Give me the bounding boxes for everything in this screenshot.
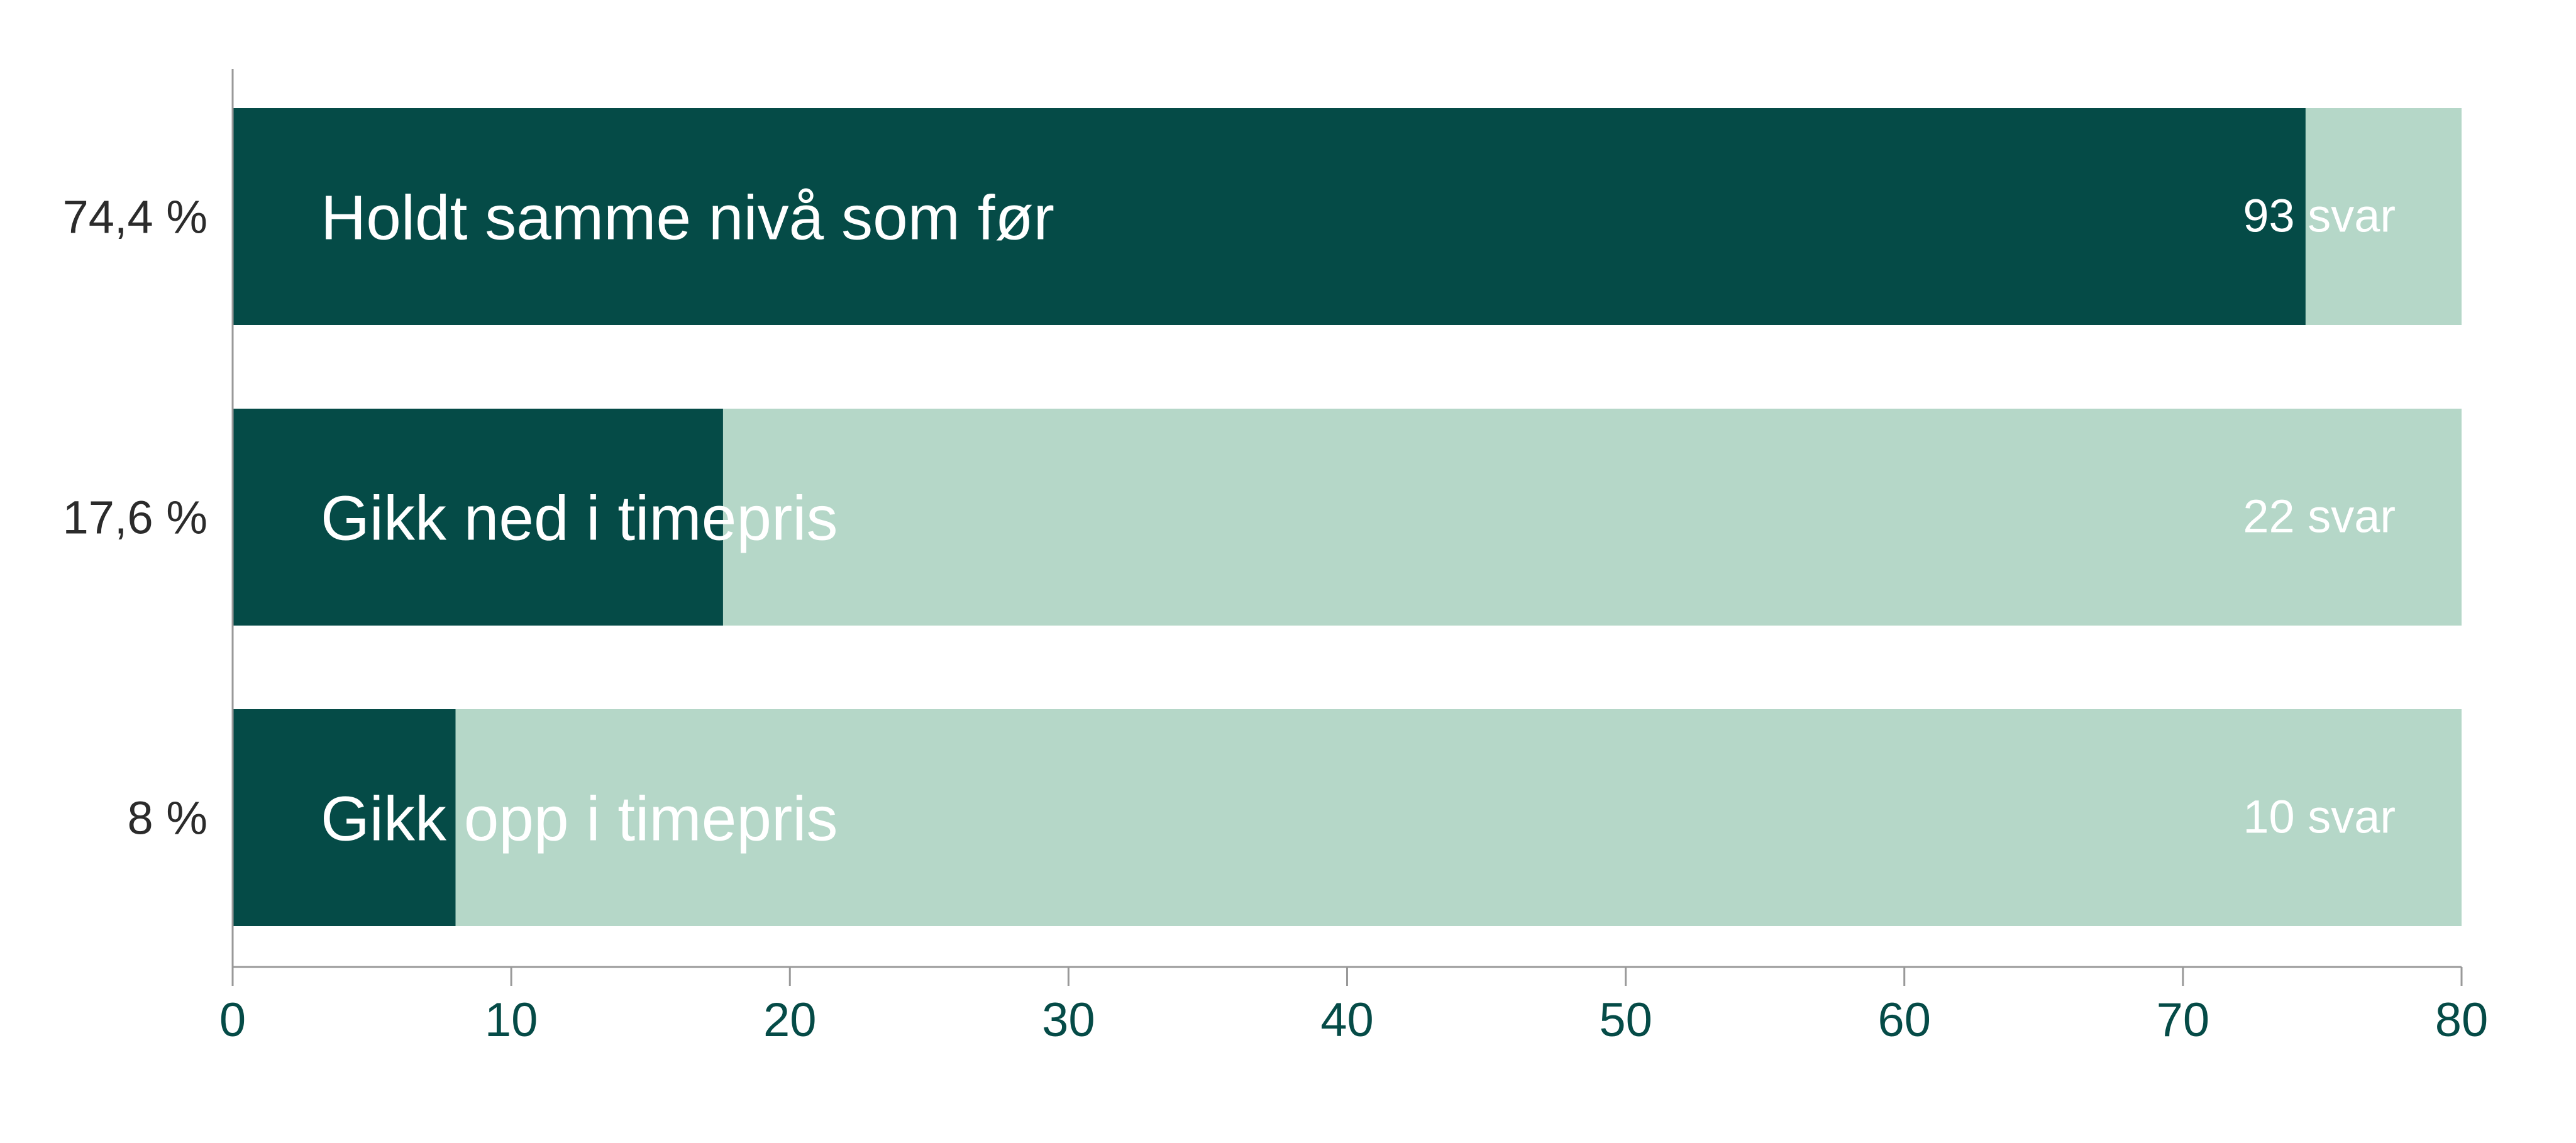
value-label: 17,6 % xyxy=(63,492,207,544)
bar xyxy=(233,709,456,926)
bar xyxy=(233,409,723,626)
x-tick-label: 60 xyxy=(1877,993,1931,1047)
category-label: Holdt samme nivå som før xyxy=(321,183,1054,253)
bars-layer xyxy=(233,108,2462,926)
bar xyxy=(233,108,2306,325)
x-tick-label: 20 xyxy=(763,993,817,1047)
x-tick-label: 0 xyxy=(219,993,246,1047)
value-label: 8 % xyxy=(127,792,207,844)
labels-layer: 74,4 % Holdt samme nivå som før 93 svar 17,… xyxy=(63,183,2489,1047)
value-label: 74,4 % xyxy=(63,191,207,243)
count-label: 93 svar xyxy=(2243,190,2396,242)
x-tick-label: 50 xyxy=(1599,993,1652,1047)
category-label: Gikk opp i timepris xyxy=(321,784,837,854)
category-label: Gikk ned i timepris xyxy=(321,483,837,554)
x-tick-label: 40 xyxy=(1320,993,1374,1047)
x-tick-label: 10 xyxy=(485,993,538,1047)
x-tick-label: 80 xyxy=(2435,993,2489,1047)
axes-layer xyxy=(231,69,2463,986)
count-label: 10 svar xyxy=(2243,791,2396,843)
x-tick-label: 70 xyxy=(2157,993,2210,1047)
x-tick-label: 30 xyxy=(1042,993,1095,1047)
bar-track xyxy=(233,709,2462,926)
count-label: 22 svar xyxy=(2243,490,2396,543)
